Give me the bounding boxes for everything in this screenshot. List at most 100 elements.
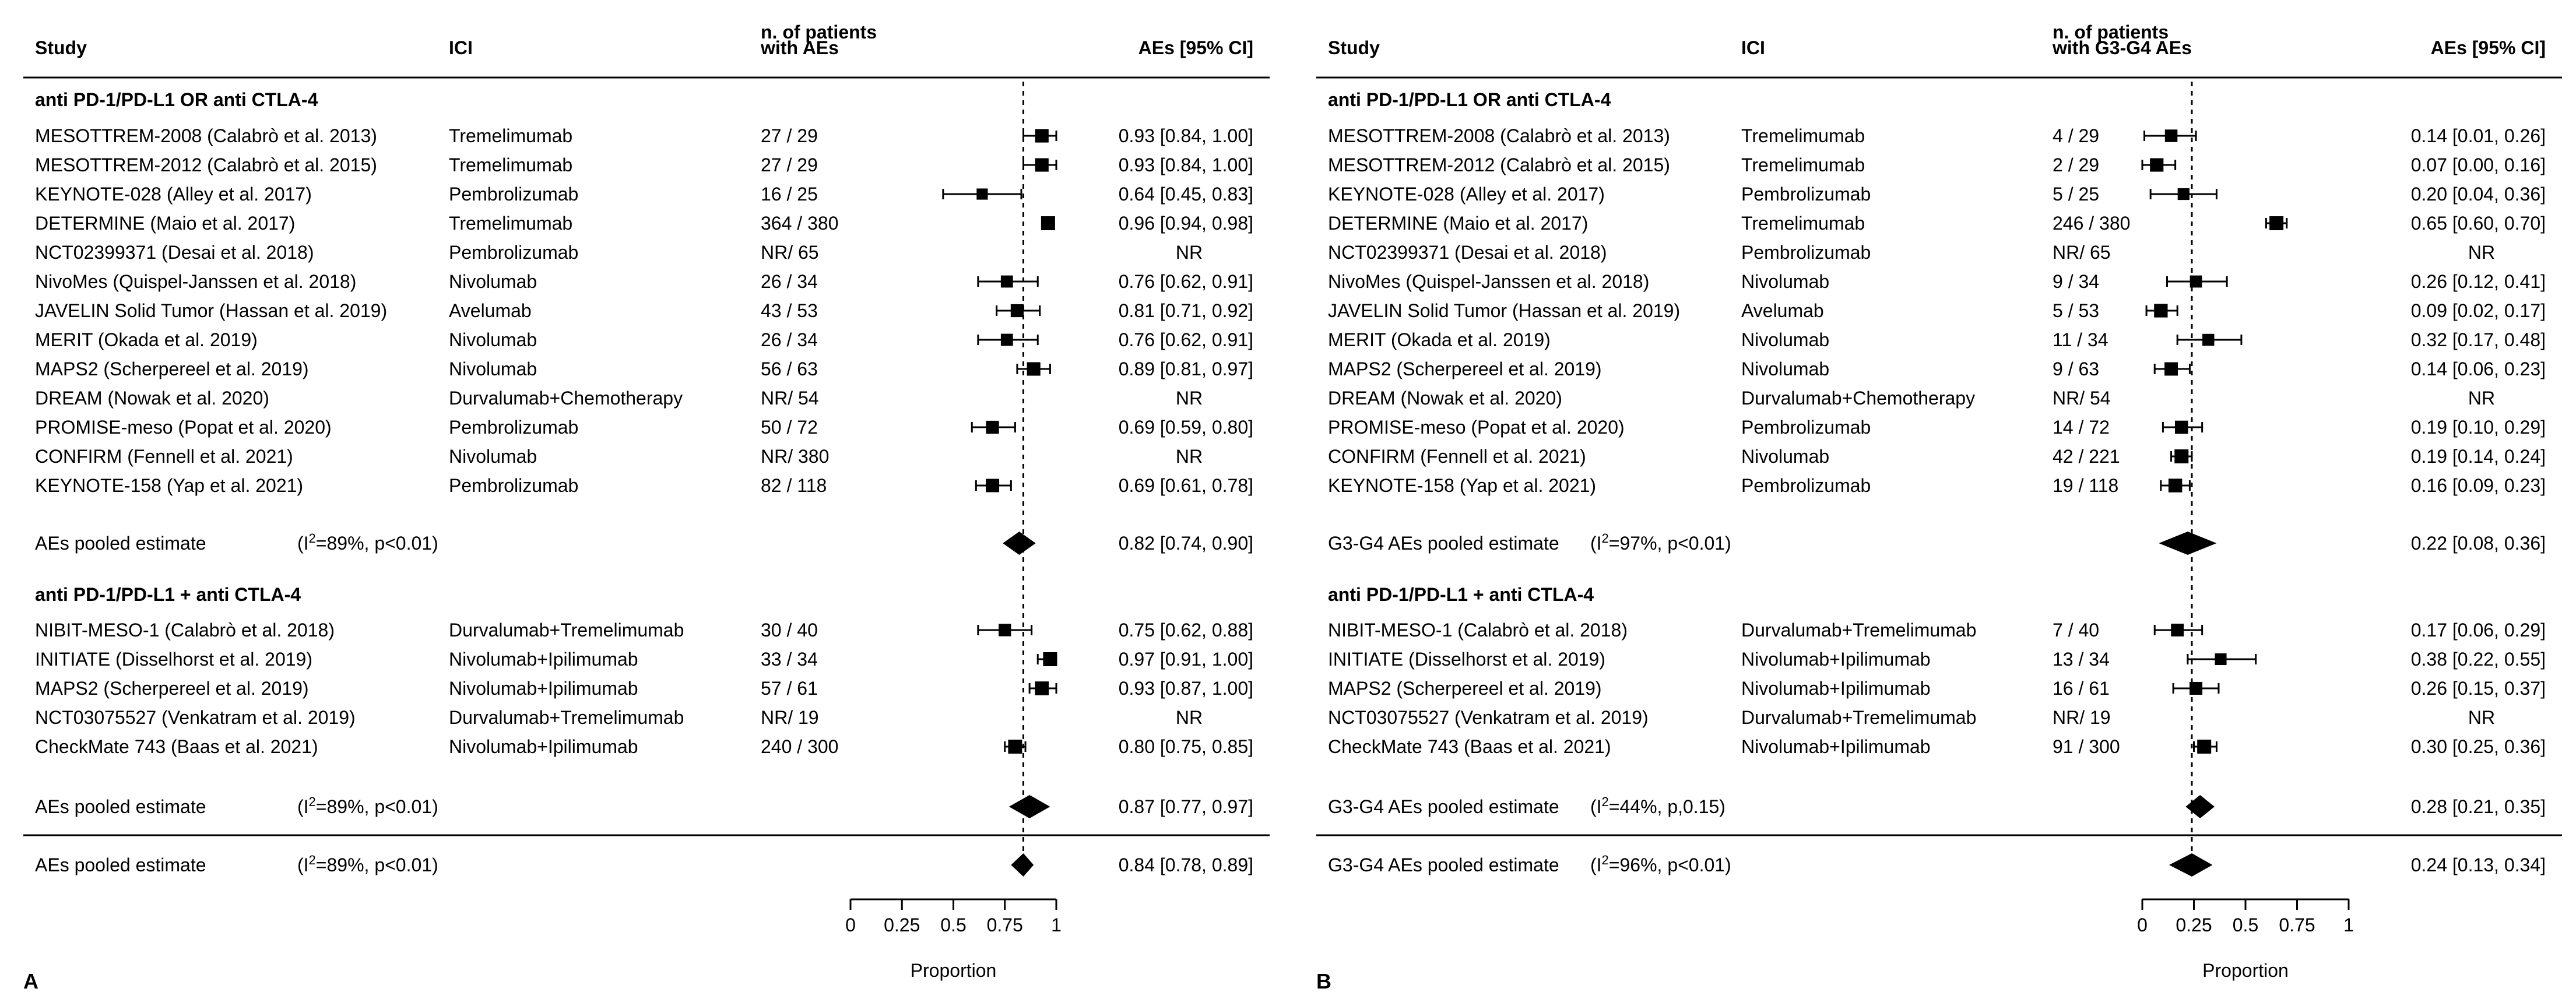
panel-a-group-2-row-2-effect: 0.97 [0.91, 1.00]: [1119, 649, 1253, 670]
panel-b-group-1-row-7-n: 5 / 53: [2053, 300, 2099, 321]
panel-b-group-1-row-5-ici: Pembrolizumab: [1741, 242, 1871, 263]
panel-a-overall-het-i2: 89%: [326, 854, 364, 875]
panel-a-group-1-row-13-n: 82 / 118: [761, 475, 827, 496]
panel-b-group-1-row-5-study: NCT02399371 (Desai et al. 2018): [1328, 242, 1607, 263]
panel-a-header-study: Study: [35, 37, 87, 58]
panel-a-group-1-pooled-het: (I2=89%, p<0.01): [297, 531, 438, 554]
panel-b-header-study: Study: [1328, 37, 1380, 58]
panel-a-group-1-row-3-effect: 0.64 [0.45, 0.83]: [1119, 184, 1253, 205]
panel-b-group-2-row-3-n: 16 / 61: [2053, 678, 2110, 699]
panel-a-group-1-row-1-study: MESOTTREM-2008 (Calabrò et al. 2013): [35, 125, 377, 146]
panel-b-group-2-row-1-point: [2171, 624, 2184, 636]
panel-b-group-2-pooled-name: G3-G4 AEs pooled estimate: [1328, 796, 1559, 817]
panel-b-group-1-row-6-effect: 0.26 [0.12, 0.41]: [2411, 271, 2546, 292]
panel-a-x-tick-label-1: 0.25: [884, 914, 920, 935]
panel-a-group-1-row-8-study: MERIT (Okada et al. 2019): [35, 329, 258, 350]
panel-a-group-1-row-2-n: 27 / 29: [761, 154, 818, 175]
panel-a-group-1-row-2-study: MESOTTREM-2012 (Calabrò et al. 2015): [35, 154, 377, 175]
panel-a-group-1-row-12-effect: NR: [1176, 446, 1203, 467]
panel-a-overall-effect: 0.84 [0.78, 0.89]: [1119, 854, 1253, 875]
panel-a-overall-het: (I2=89%, p<0.01): [297, 853, 438, 875]
panel-a-x-tick-label-0: 0: [845, 914, 856, 935]
panel-a-group-2-row-2-study: INITIATE (Disselhorst et al. 2019): [35, 649, 312, 670]
panel-b-group-2-row-1-effect: 0.17 [0.06, 0.29]: [2411, 620, 2546, 641]
panel-b-group-2-row-4-study: NCT03075527 (Venkatram et al. 2019): [1328, 707, 1649, 728]
panel-a-group-1-row-4-n: 364 / 380: [761, 213, 838, 234]
panel-b-header-effect: AEs [95% CI]: [2431, 37, 2546, 58]
panel-b-group-1-row-12-n: 42 / 221: [2053, 446, 2120, 467]
panel-b-group-1-row-8-effect: 0.32 [0.17, 0.48]: [2411, 329, 2546, 350]
panel-a-group-1-row-1-ici: Tremelimumab: [449, 125, 572, 146]
panel-b-group-1-row-11-point: [2174, 420, 2188, 434]
panel-a-group-1-row-2-ici: Tremelimumab: [449, 154, 572, 175]
panel-b-header-ici: ICI: [1741, 37, 1765, 58]
panel-a-group-2-row-1-effect: 0.75 [0.62, 0.88]: [1119, 620, 1253, 641]
panel-a-group-2-row-5-effect: 0.80 [0.75, 0.85]: [1119, 736, 1253, 757]
panel-b-overall-het: (I2=96%, p<0.01): [1590, 853, 1731, 875]
panel-a-group-1-pooled-diamond: [1003, 532, 1036, 555]
panel-b-group-1-row-6-n: 9 / 34: [2053, 271, 2099, 292]
panel-b-header-n-line1: n. of patients: [2053, 22, 2169, 43]
panel-a-group-1-pooled-het-p: p<0.01: [374, 533, 432, 554]
panel-b-group-2-row-1-n: 7 / 40: [2053, 620, 2099, 641]
panel-b-group-1-row-5-n: NR/ 65: [2053, 242, 2111, 263]
panel-b-group-1-pooled-effect: 0.22 [0.08, 0.36]: [2411, 533, 2546, 554]
panel-b-group-1-row-7-effect: 0.09 [0.02, 0.17]: [2411, 300, 2546, 321]
panel-b-group-1-row-9-effect: 0.14 [0.06, 0.23]: [2411, 358, 2546, 379]
panel-b-overall-diamond: [2169, 853, 2213, 877]
panel-a-group-2-pooled-diamond: [1008, 795, 1050, 818]
panel-a-group-1-title: anti PD-1/PD-L1 OR anti CTLA-4: [35, 89, 318, 110]
panel-a-group-2-row-4-effect: NR: [1176, 707, 1203, 728]
panel-a-group-1-row-11-study: PROMISE-meso (Popat et al. 2020): [35, 417, 332, 438]
panel-b-panel-label: B: [1316, 969, 1331, 993]
panel-a-group-2-row-5-point: [1008, 740, 1022, 754]
panel-a-group-2-row-3-point: [1035, 681, 1049, 695]
panel-a-header-ici: ICI: [449, 37, 473, 58]
panel-b-group-1-row-8-n: 11 / 34: [2053, 329, 2108, 350]
panel-b-group-2-row-2-study: INITIATE (Disselhorst et al. 2019): [1328, 649, 1605, 670]
panel-a-group-1-row-7-point: [1010, 304, 1024, 318]
panel-b-group-1-row-1-ici: Tremelimumab: [1741, 125, 1865, 146]
panel-b-group-2-row-3-study: MAPS2 (Scherpereel et al. 2019): [1328, 678, 1602, 699]
panel-b-group-1-row-9-n: 9 / 63: [2053, 358, 2099, 379]
panel-b-group-1-row-8-ici: Nivolumab: [1741, 329, 1829, 350]
panel-a-group-2-row-4-ici: Durvalumab+Tremelimumab: [449, 707, 684, 728]
panel-b-group-1-row-12-ici: Nivolumab: [1741, 446, 1829, 467]
panel-b-group-1-title: anti PD-1/PD-L1 OR anti CTLA-4: [1328, 89, 1611, 110]
panel-a-group-2-title: anti PD-1/PD-L1 + anti CTLA-4: [35, 584, 301, 605]
panel-a-group-1-row-11-n: 50 / 72: [761, 417, 818, 438]
panel-b-group-1-pooled-het-i2: 97%: [1619, 533, 1657, 554]
panel-a-group-1-row-8-point: [1000, 333, 1013, 346]
panel-a-group-1-pooled-name: AEs pooled estimate: [35, 533, 206, 554]
panel-a-x-tick-label-4: 1: [1051, 914, 1062, 935]
panel-a-group-2-row-1-ici: Durvalumab+Tremelimumab: [449, 620, 684, 641]
panel-b-group-1-row-2-study: MESOTTREM-2012 (Calabrò et al. 2015): [1328, 154, 1670, 175]
panel-a-group-1-row-9-point: [1027, 362, 1041, 376]
panel-a-group-1-row-8-n: 26 / 34: [761, 329, 818, 350]
panel-b-group-1-row-11-n: 14 / 72: [2053, 417, 2110, 438]
panel-b-group-1-row-1-point: [2164, 129, 2178, 142]
panel-a-group-1-row-4-point: [1041, 216, 1055, 230]
panel-b-group-2-row-5-n: 91 / 300: [2053, 736, 2120, 757]
panel-b-group-1-row-13-n: 19 / 118: [2053, 475, 2118, 496]
panel-b-group-2-pooled-het-i2: 44%: [1619, 796, 1657, 817]
panel-a-group-1-pooled-effect: 0.82 [0.74, 0.90]: [1119, 533, 1253, 554]
panel-b-overall-het-p: p<0.01: [1667, 854, 1725, 875]
panel-a-group-2-row-2-point: [1043, 652, 1057, 666]
panel-b-group-2-pooled-effect: 0.28 [0.21, 0.35]: [2411, 796, 2546, 817]
panel-a-group-2-row-3-ici: Nivolumab+Ipilimumab: [449, 678, 638, 699]
panel-b-group-2-pooled-het-p: p,0.15: [1667, 796, 1719, 817]
panel-b-group-1-row-2-point: [2150, 158, 2164, 172]
panel-b-group-1-pooled-diamond: [2159, 532, 2217, 555]
panel-b-overall-effect: 0.24 [0.13, 0.34]: [2411, 854, 2546, 875]
panel-a-group-1-row-10-n: NR/ 54: [761, 388, 819, 409]
panel-b-group-1-row-13-effect: 0.16 [0.09, 0.23]: [2411, 475, 2546, 496]
panel-a-group-2-row-1-point: [999, 624, 1011, 636]
panel-b-group-1-row-1-effect: 0.14 [0.01, 0.26]: [2411, 125, 2546, 146]
panel-a-group-1-row-3-study: KEYNOTE-028 (Alley et al. 2017): [35, 184, 312, 205]
panel-a-group-1-row-4-study: DETERMINE (Maio et al. 2017): [35, 213, 295, 234]
panel-b-group-1-row-1-study: MESOTTREM-2008 (Calabrò et al. 2013): [1328, 125, 1670, 146]
